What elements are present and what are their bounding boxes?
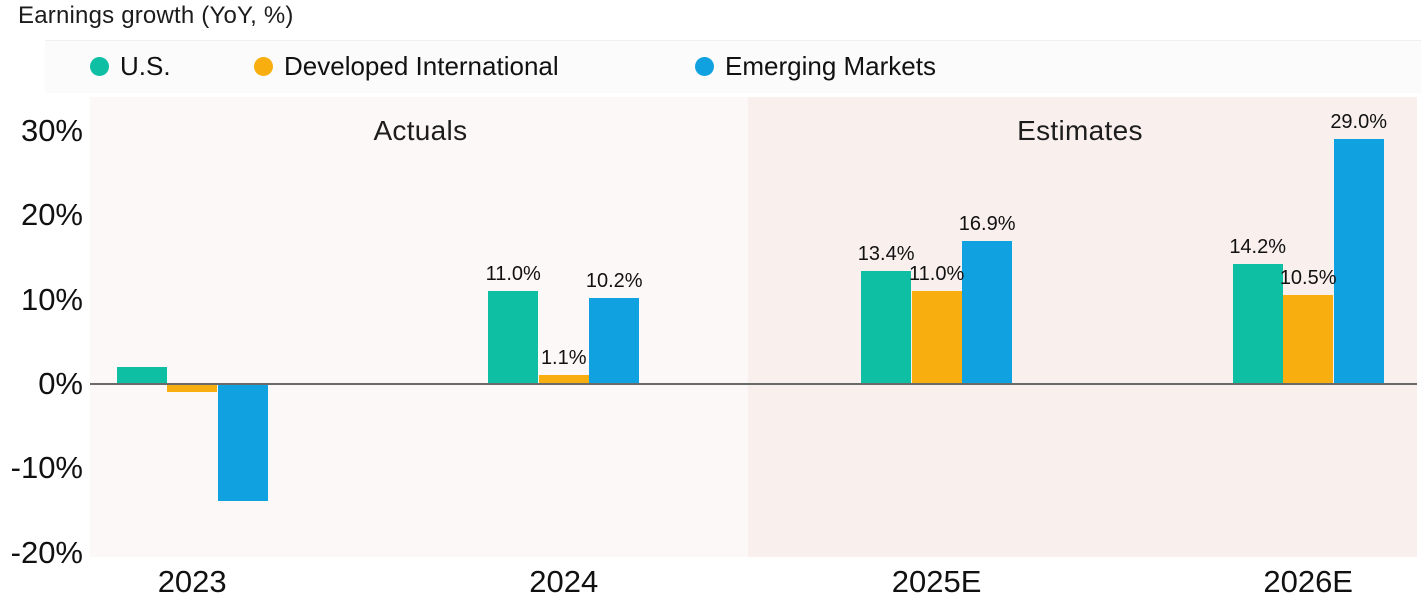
- y-axis: 30% 20% 10% 0% -10% -20%: [0, 97, 83, 568]
- bar-2024-developed-international: [538, 374, 589, 384]
- bar-2025e-developed-international: [911, 291, 962, 384]
- x-tick-label: 2023: [157, 564, 227, 599]
- bar-value-label: 10.2%: [585, 269, 643, 292]
- legend-item-label: Developed International: [284, 51, 559, 81]
- legend-item-label: U.S.: [120, 51, 171, 81]
- legend-band: [45, 40, 1421, 93]
- bar-2023-u-s: [116, 367, 167, 384]
- y-tick-label: -20%: [10, 534, 83, 570]
- bar-2025e-u-s: [861, 270, 912, 384]
- bar-2026e-developed-international: [1283, 295, 1334, 384]
- legend-item-emerging-markets: Emerging Markets: [695, 40, 936, 93]
- x-tick-label: 2024: [529, 564, 599, 599]
- bar-value-label: 1.1%: [540, 346, 587, 369]
- bar-value-label: 10.5%: [1279, 267, 1337, 290]
- bar-2025e-emerging-markets: [962, 241, 1013, 384]
- bar-value-label: 13.4%: [857, 242, 915, 265]
- bar-value-label: 14.2%: [1229, 236, 1287, 259]
- legend-item-developed-international: Developed International: [254, 40, 559, 93]
- bar-2024-emerging-markets: [589, 297, 640, 384]
- plot-area: Actuals Estimates 11.0% 1.1% 10.2% 13.4% 11.…: [90, 97, 1417, 557]
- bar-2023-developed-international: [167, 384, 218, 392]
- bar-value-label: 29.0%: [1330, 111, 1388, 134]
- y-tick-label: -10%: [10, 450, 83, 486]
- bar-group-2023: [116, 97, 268, 557]
- legend-item-label: Emerging Markets: [725, 51, 936, 81]
- bar-group-2024: 11.0% 1.1% 10.2%: [486, 97, 643, 557]
- zero-axis-line: [90, 382, 1417, 385]
- y-tick-label: 30%: [20, 112, 83, 148]
- bar-2024-u-s: [488, 291, 539, 384]
- bar-group-2026e: 14.2% 10.5% 29.0%: [1229, 97, 1387, 557]
- x-tick-label: 2025E: [891, 564, 982, 599]
- emerging-markets-legend-dot-icon: [695, 57, 714, 76]
- us-legend-dot-icon: [90, 57, 109, 76]
- bar-2023-emerging-markets: [217, 384, 268, 502]
- bar-2026e-u-s: [1232, 264, 1283, 384]
- bar-value-label: 16.9%: [958, 213, 1016, 236]
- bar-value-label: 11.0%: [485, 263, 541, 286]
- section-label-estimates: Estimates: [1017, 115, 1143, 146]
- y-tick-label: 0%: [38, 365, 83, 401]
- y-tick-label: 10%: [20, 281, 83, 317]
- x-tick-label: 2026E: [1263, 564, 1353, 599]
- section-label-actuals: Actuals: [373, 115, 468, 146]
- bar-group-2025e: 13.4% 11.0% 16.9%: [858, 97, 1015, 557]
- legend-item-us: U.S.: [90, 40, 171, 93]
- bar-value-label: 11.0%: [909, 263, 965, 286]
- chart-title: Earnings growth (YoY, %): [18, 2, 294, 29]
- developed-international-legend-dot-icon: [254, 57, 273, 76]
- bar-2026e-emerging-markets: [1333, 139, 1384, 384]
- x-axis: 2023 2024 2025E 2026E: [90, 560, 1417, 606]
- y-tick-label: 20%: [20, 197, 83, 233]
